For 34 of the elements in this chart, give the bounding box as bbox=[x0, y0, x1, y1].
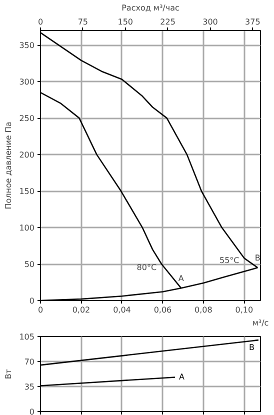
y-tick-label: 300 bbox=[19, 78, 35, 87]
y-tick-label: 150 bbox=[19, 187, 35, 196]
y-tick-label: 350 bbox=[19, 41, 35, 50]
y-tick-label: 105 bbox=[19, 332, 35, 342]
y-tick-label: 50 bbox=[24, 260, 35, 270]
y-tick-label: 35 bbox=[24, 382, 35, 392]
y-axis-title: Полное давление Па bbox=[4, 122, 14, 210]
annotation: B bbox=[254, 254, 260, 263]
y-tick-label: 250 bbox=[19, 114, 35, 124]
y-tick-label: 200 bbox=[19, 150, 35, 160]
x2-tick-label: 150 bbox=[118, 18, 134, 26]
x-tick-label: 0,10 bbox=[235, 306, 254, 314]
x2-tick-label: 375 bbox=[245, 18, 260, 26]
x-tick-label: 0 bbox=[38, 306, 44, 314]
annotation: 55°C bbox=[219, 256, 240, 265]
y-tick-label: 0 bbox=[29, 408, 35, 415]
x2-tick-label: 0 bbox=[38, 18, 44, 26]
x2-tick-label: 225 bbox=[160, 18, 176, 26]
series-label: B bbox=[248, 343, 254, 352]
x-tick-label: 0,08 bbox=[194, 306, 212, 314]
x-tick-label: 0,04 bbox=[113, 306, 131, 314]
annotation: A bbox=[178, 274, 184, 284]
y-axis-title: Вт bbox=[4, 368, 14, 380]
annotation: 80°C bbox=[136, 263, 157, 272]
y-tick-label: 70 bbox=[24, 358, 35, 366]
x-tick-label: 0,06 bbox=[154, 306, 172, 314]
x2-tick-label: 300 bbox=[202, 18, 218, 26]
y-tick-label: 100 bbox=[19, 224, 35, 233]
y-tick-label: 0 bbox=[29, 296, 35, 306]
x-axis-title: м³/с bbox=[252, 318, 269, 328]
x2-axis-title: Расход м³/час bbox=[122, 4, 180, 12]
x2-tick-label: 75 bbox=[78, 18, 88, 26]
x-tick-label: 0,02 bbox=[72, 306, 90, 314]
series-label: A bbox=[178, 372, 185, 382]
